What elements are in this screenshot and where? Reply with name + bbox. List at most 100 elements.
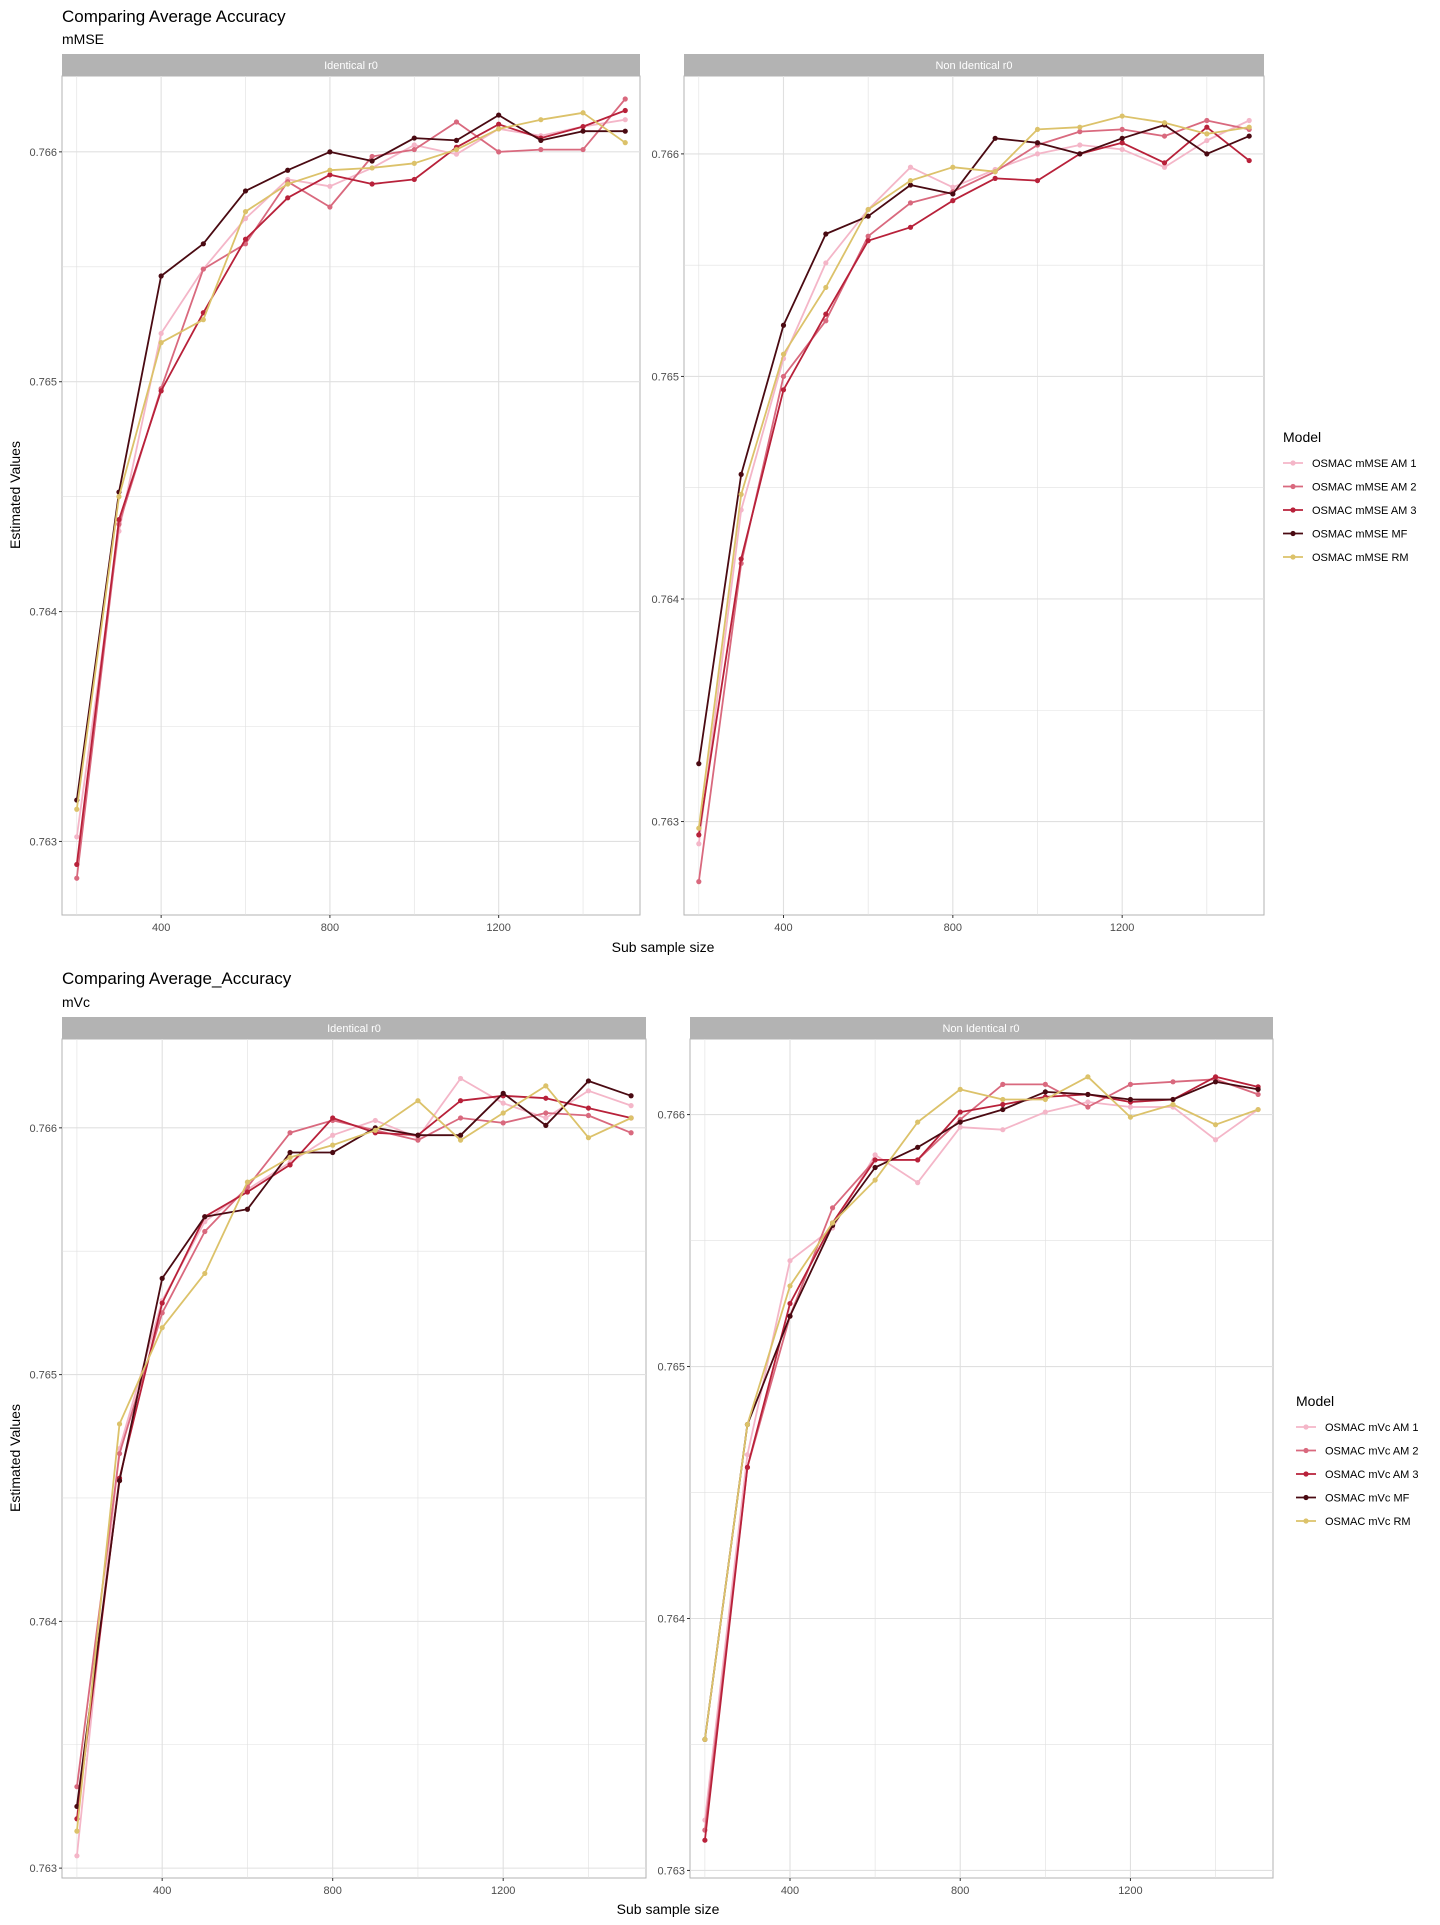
data-point (1212, 1122, 1219, 1128)
data-point (244, 1179, 251, 1185)
panel-non-identical-r0: Non Identical r0 0.763 0.764 0.765 0.766 400… (651, 54, 1265, 934)
data-point (411, 135, 417, 141)
data-point (74, 861, 80, 868)
data-point (1000, 1106, 1006, 1113)
data-point (1085, 1104, 1091, 1110)
series-line (76, 1080, 632, 1807)
data-point (780, 387, 787, 393)
data-point (744, 1421, 751, 1428)
data-point (202, 1214, 208, 1220)
data-point (327, 204, 333, 210)
data-point (1000, 1096, 1006, 1103)
data-point (865, 233, 871, 239)
y-tick-label: 0.763 (657, 1865, 685, 1877)
data-point (242, 236, 249, 242)
data-point (287, 1149, 293, 1156)
legend-key-point (1303, 1471, 1309, 1477)
data-point (543, 1115, 549, 1121)
data-point (1255, 1086, 1261, 1092)
x-tick-label: 800 (321, 922, 339, 934)
series-line (75, 111, 626, 810)
series-line (76, 1094, 632, 1819)
data-point (200, 266, 206, 272)
series-line (76, 1077, 632, 1856)
data-point (1042, 1096, 1048, 1103)
data-point (1161, 164, 1168, 170)
figure-title: Comparing Average Accuracy (62, 7, 286, 26)
figure-subtitle: mMSE (62, 31, 104, 47)
data-point (950, 184, 956, 190)
data-point (622, 117, 628, 123)
data-point (453, 119, 460, 125)
data-point (543, 1083, 549, 1089)
data-point (622, 140, 628, 146)
data-point (1077, 124, 1083, 130)
data-point (372, 1127, 378, 1133)
data-point (1255, 1091, 1261, 1098)
legend-title: Model (1283, 429, 1321, 445)
y-tick-label: 0.765 (651, 371, 679, 383)
legend-key-point (1303, 1424, 1309, 1430)
legend-key-point (1303, 1494, 1309, 1501)
data-point (330, 1142, 336, 1148)
data-point (787, 1300, 793, 1307)
x-tick-label: 1200 (1110, 922, 1134, 934)
data-point (330, 1149, 336, 1156)
x-tick-label: 1200 (491, 1885, 515, 1897)
data-point (411, 160, 417, 166)
data-point (696, 832, 702, 838)
data-point (1034, 151, 1041, 157)
data-point (1119, 140, 1125, 146)
data-point (1246, 124, 1252, 130)
data-point (543, 1110, 549, 1116)
data-point (744, 1452, 751, 1458)
data-point (628, 1103, 634, 1109)
data-point (580, 110, 586, 116)
strip-background (62, 54, 640, 76)
data-point (628, 1093, 634, 1099)
y-tick-label: 0.764 (657, 1613, 685, 1625)
data-point (287, 1130, 293, 1136)
x-tick-label: 800 (324, 1885, 342, 1897)
data-point (1170, 1096, 1176, 1103)
strip-background (684, 54, 1264, 76)
y-axis-title: Estimated Values (7, 441, 23, 549)
x-tick-label: 1200 (1118, 1885, 1142, 1897)
data-point (872, 1157, 878, 1163)
data-point (244, 1189, 251, 1195)
data-point (957, 1124, 963, 1130)
figure-title: Comparing Average_Accuracy (62, 969, 292, 988)
data-point (369, 181, 375, 187)
data-point (242, 209, 249, 215)
data-point (872, 1152, 878, 1158)
data-point (327, 172, 333, 178)
data-point (872, 1164, 878, 1171)
data-point (457, 1137, 464, 1143)
x-tick-label: 400 (152, 922, 170, 934)
data-point (287, 1162, 293, 1168)
panel-non-identical-r0: Non Identical r0 0.763 0.764 0.765 0.766 400… (657, 1017, 1274, 1897)
data-point (1119, 135, 1125, 141)
x-tick-label: 400 (781, 1885, 799, 1897)
data-point (950, 191, 956, 197)
data-point (780, 373, 787, 380)
figure-mvc: Comparing Average_Accuracy mVc Identical… (7, 969, 1419, 1917)
panel-border (683, 75, 1265, 916)
series-line (704, 1075, 1259, 1740)
data-point (159, 1300, 165, 1306)
data-point (1204, 131, 1210, 137)
data-point (242, 188, 249, 194)
legend-label: OSMAC mMSE AM 3 (1312, 505, 1417, 517)
data-point (1212, 1079, 1219, 1085)
data-point (1246, 157, 1252, 164)
panel-border (689, 1038, 1274, 1879)
data-point (74, 875, 80, 881)
series-line (704, 1075, 1259, 1841)
legend-items: OSMAC mVc AM 1 OSMAC mVc AM 2 OSMAC mVc AM… (1296, 1422, 1419, 1528)
y-tick-label: 0.764 (29, 1616, 57, 1628)
data-point (500, 1120, 506, 1126)
legend-key-point (1303, 1518, 1309, 1524)
data-point (1127, 1114, 1134, 1120)
x-tick-label: 800 (951, 1885, 969, 1897)
